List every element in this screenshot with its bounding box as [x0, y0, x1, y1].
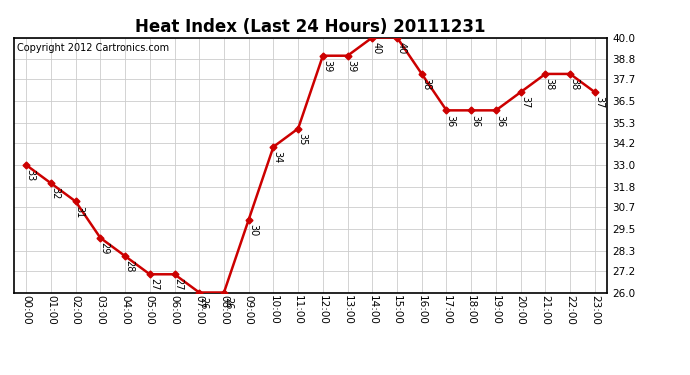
- Text: 26: 26: [199, 297, 208, 309]
- Text: 38: 38: [544, 78, 555, 90]
- Text: 27: 27: [149, 279, 159, 291]
- Text: 40: 40: [396, 42, 406, 54]
- Text: Copyright 2012 Cartronics.com: Copyright 2012 Cartronics.com: [17, 43, 169, 52]
- Text: 36: 36: [471, 114, 480, 127]
- Text: 26: 26: [223, 297, 233, 309]
- Text: 39: 39: [322, 60, 332, 72]
- Text: 35: 35: [297, 133, 307, 145]
- Text: 30: 30: [248, 224, 258, 236]
- Text: 39: 39: [347, 60, 357, 72]
- Text: 36: 36: [495, 114, 505, 127]
- Text: 31: 31: [75, 206, 85, 218]
- Text: 36: 36: [446, 114, 455, 127]
- Text: 38: 38: [569, 78, 580, 90]
- Text: 29: 29: [99, 242, 110, 254]
- Text: 37: 37: [594, 96, 604, 109]
- Text: 38: 38: [421, 78, 431, 90]
- Text: 28: 28: [124, 260, 135, 273]
- Text: 33: 33: [26, 169, 35, 182]
- Text: 27: 27: [174, 279, 184, 291]
- Text: 37: 37: [520, 96, 530, 109]
- Text: 32: 32: [50, 188, 60, 200]
- Text: 34: 34: [273, 151, 283, 163]
- Title: Heat Index (Last 24 Hours) 20111231: Heat Index (Last 24 Hours) 20111231: [135, 18, 486, 36]
- Text: 40: 40: [371, 42, 382, 54]
